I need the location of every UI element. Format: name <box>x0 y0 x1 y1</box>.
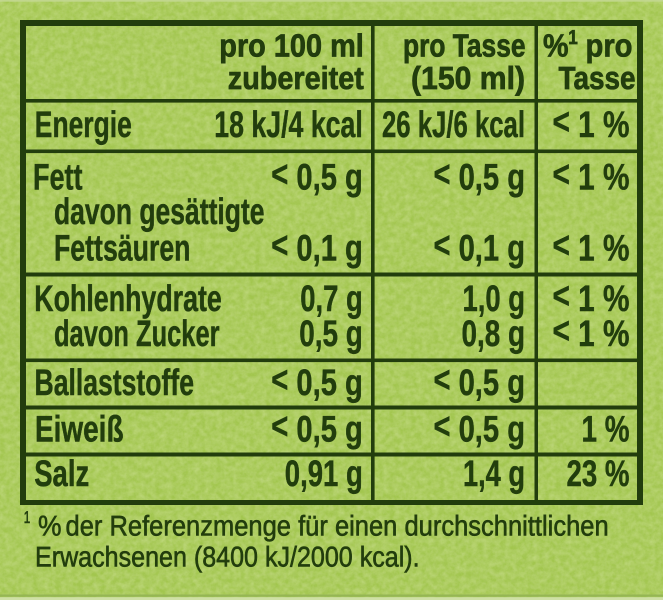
svg-text:< 0,1 g: < 0,1 g <box>271 225 363 269</box>
svg-text:Eiweiß: Eiweiß <box>35 409 124 450</box>
svg-text:pro 100 ml: pro 100 ml <box>219 27 364 63</box>
svg-text:%: % <box>38 510 62 542</box>
svg-text:pro Tasse: pro Tasse <box>403 27 526 63</box>
svg-text:(150 ml): (150 ml) <box>411 60 525 96</box>
svg-text:1,0 g: 1,0 g <box>462 278 525 319</box>
svg-text:< 0,5 g: < 0,5 g <box>271 406 363 450</box>
svg-text:< 0,5 g: < 0,5 g <box>433 406 525 450</box>
svg-text:23 %: 23 % <box>567 453 630 494</box>
svg-text:zubereitet: zubereitet <box>228 60 364 96</box>
svg-text:der Referenzmenge für einen du: der Referenzmenge für einen durchschnitt… <box>66 510 609 542</box>
svg-text:1: 1 <box>24 508 31 527</box>
svg-text:< 0,1 g: < 0,1 g <box>433 225 525 269</box>
svg-text:1,4 g: 1,4 g <box>463 453 525 494</box>
svg-text:Fett: Fett <box>33 157 83 198</box>
svg-text:Fettsäuren: Fettsäuren <box>54 228 190 269</box>
svg-text:< 1 %: < 1 % <box>552 101 629 145</box>
svg-text:< 1 %: < 1 % <box>552 154 629 198</box>
svg-text:< 0,5 g: < 0,5 g <box>433 154 525 198</box>
svg-text:1: 1 <box>568 27 577 49</box>
svg-text:< 1 %: < 1 % <box>552 225 629 269</box>
svg-text:< 1 %: < 1 % <box>552 275 629 319</box>
svg-text:0,8 g: 0,8 g <box>461 313 525 354</box>
svg-text:0,5 g: 0,5 g <box>299 313 363 354</box>
svg-text:0,7 g: 0,7 g <box>300 278 363 319</box>
svg-text:pro: pro <box>585 27 632 63</box>
svg-text:davon gesättigte: davon gesättigte <box>54 191 265 232</box>
svg-text:Tasse: Tasse <box>559 60 636 96</box>
svg-text:< 1 %: < 1 % <box>552 310 629 354</box>
svg-text:davon Zucker: davon Zucker <box>54 313 220 354</box>
svg-text:Energie: Energie <box>35 104 132 145</box>
svg-text:%: % <box>543 27 568 63</box>
svg-text:< 0,5 g: < 0,5 g <box>271 154 363 198</box>
svg-text:Ballaststoffe: Ballaststoffe <box>35 362 194 403</box>
svg-text:Erwachsenen (8400 kJ/2000 kcal: Erwachsenen (8400 kJ/2000 kcal). <box>35 541 420 573</box>
svg-text:1 %: 1 % <box>581 409 629 450</box>
svg-text:< 0,5 g: < 0,5 g <box>433 359 525 403</box>
svg-text:18 kJ/4 kcal: 18 kJ/4 kcal <box>214 104 362 145</box>
svg-text:Salz: Salz <box>34 453 89 494</box>
svg-text:Kohlenhydrate: Kohlenhydrate <box>34 278 222 319</box>
svg-text:0,91 g: 0,91 g <box>285 453 363 494</box>
svg-text:26 kJ/6 kcal: 26 kJ/6 kcal <box>382 104 525 145</box>
svg-text:< 0,5 g: < 0,5 g <box>271 359 363 403</box>
